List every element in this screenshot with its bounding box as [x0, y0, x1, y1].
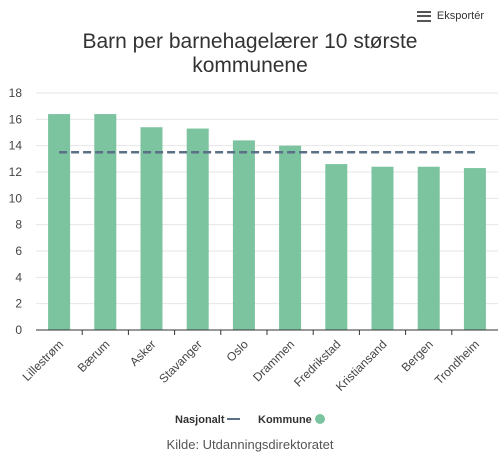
export-button-label: Eksportér: [436, 10, 484, 22]
y-tick-label: 4: [15, 270, 22, 284]
bar[interactable]: [371, 166, 394, 330]
menu-icon: [416, 10, 431, 22]
x-tick-label: Drammen: [250, 337, 297, 384]
x-tick-label: Lillestrøm: [20, 337, 67, 384]
bar[interactable]: [186, 128, 209, 330]
chart-area: 0 2 4 6 8 10 12 14 16 18 Lillestrøm Bærum AskerStav…: [9, 86, 498, 426]
legend-label-kommune: Kommune: [258, 414, 312, 426]
source-caption: Kilde: Utdanningsdirektoratet: [166, 437, 334, 452]
x-tick-label: Trondheim: [432, 337, 482, 387]
bar[interactable]: [325, 164, 348, 330]
y-axis: 0 2 4 6 8 10 12 14 16 18: [9, 86, 23, 337]
bar[interactable]: [463, 168, 486, 330]
x-tick-label: Stavanger: [156, 337, 205, 386]
chart-title-line-2: kommunene: [192, 54, 308, 77]
bar[interactable]: [417, 166, 440, 330]
x-tick-label: Bergen: [399, 337, 436, 374]
chart-title-line-1: Barn per barnehagelærer 10 største: [82, 30, 418, 53]
y-tick-label: 12: [9, 165, 23, 179]
y-tick-label: 6: [15, 244, 22, 258]
chart-title: Barn per barnehagelærer 10 største kommu…: [0, 30, 500, 78]
y-tick-label: 14: [9, 139, 23, 153]
x-tick-label: Asker: [127, 337, 159, 369]
y-tick-label: 8: [15, 218, 22, 232]
bar[interactable]: [48, 114, 71, 330]
legend-item-kommune[interactable]: Kommune: [258, 414, 325, 426]
y-tick-label: 10: [9, 191, 23, 205]
bar[interactable]: [232, 140, 255, 330]
x-tick-label: Bærum: [75, 337, 113, 375]
legend: Nasjonalt Kommune: [175, 414, 325, 426]
x-tick-label: Oslo: [224, 337, 252, 365]
y-tick-label: 16: [9, 112, 23, 126]
export-button[interactable]: Eksportér: [413, 8, 488, 24]
legend-label-nasjonalt: Nasjonalt: [175, 414, 225, 426]
y-tick-label: 18: [9, 86, 23, 100]
bar[interactable]: [279, 145, 302, 330]
y-tick-label: 0: [15, 323, 22, 337]
legend-item-nasjonalt[interactable]: Nasjonalt: [175, 414, 240, 426]
bar[interactable]: [94, 114, 117, 330]
bar[interactable]: [140, 127, 163, 330]
bar-series: [48, 114, 486, 330]
y-tick-label: 2: [15, 297, 22, 311]
legend-symbol-kommune: [315, 414, 325, 424]
